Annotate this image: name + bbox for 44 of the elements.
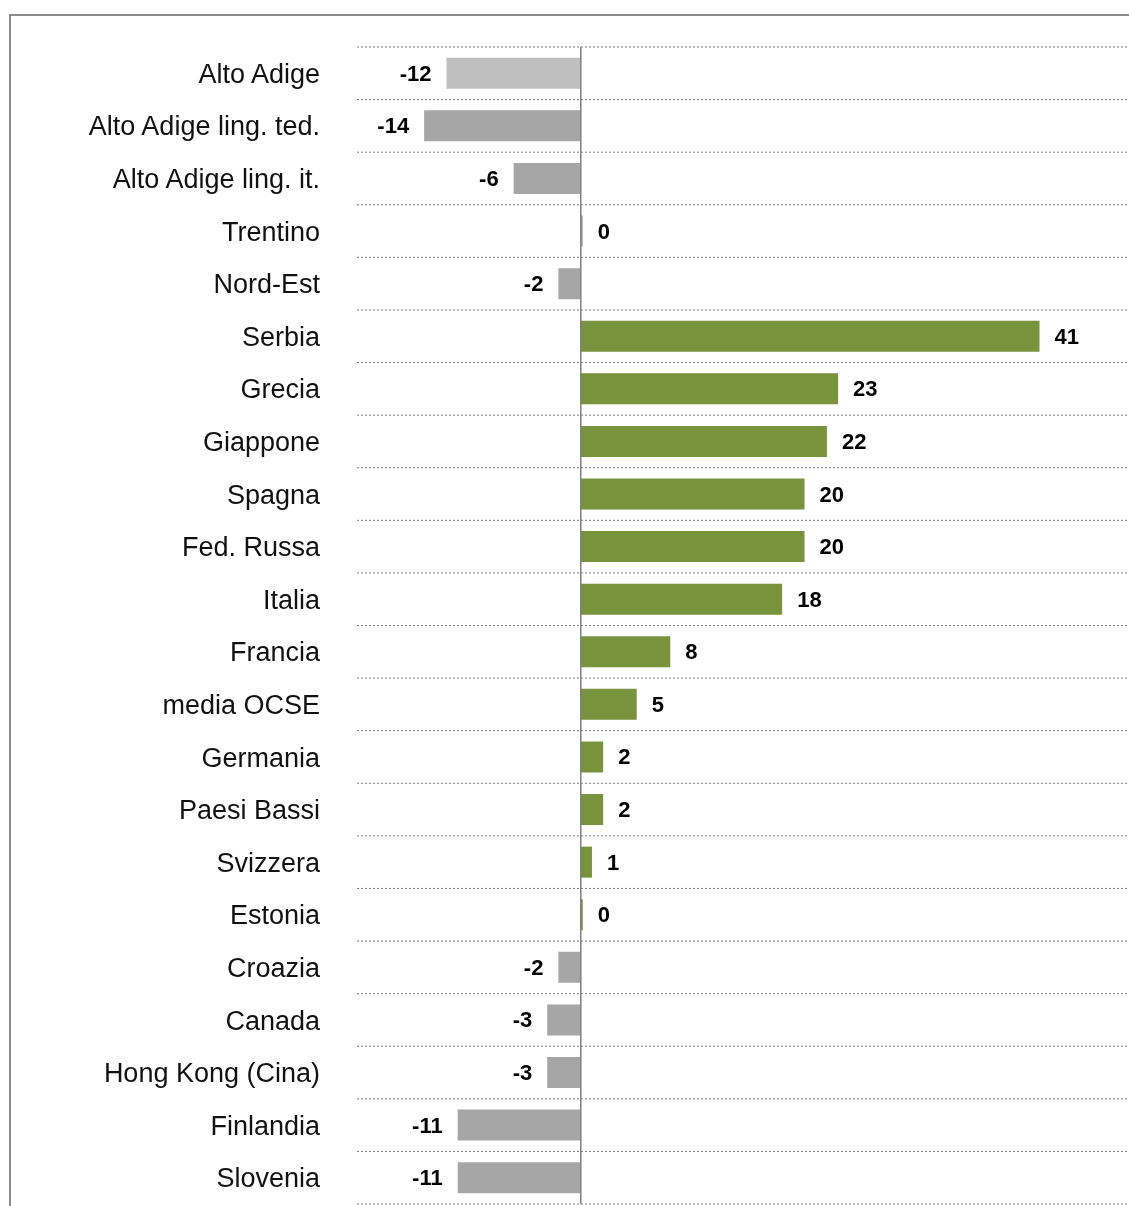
y-tick-label: Croazia (226, 952, 321, 983)
data-label: -3 (512, 1007, 533, 1033)
data-label: -2 (523, 271, 544, 297)
y-tick-label: Paesi Bassi (178, 795, 320, 826)
y-tick-label: Francia (229, 637, 321, 668)
data-label: 5 (651, 691, 664, 717)
y-tick-label: Serbia (241, 321, 321, 352)
data-label: -12 (399, 60, 432, 86)
data-label: 22 (841, 428, 867, 454)
y-tick-label: Italia (262, 584, 321, 615)
y-tick-label: Canada (225, 1005, 321, 1036)
data-label: -6 (479, 165, 499, 191)
y-tick-label: Estonia (229, 900, 321, 931)
y-tick-label: Alto Adige (198, 58, 320, 89)
data-label: -11 (412, 1165, 443, 1191)
y-tick-label: Alto Adige ling. ted. (88, 111, 320, 142)
data-label: -14 (377, 113, 410, 139)
data-label: 8 (685, 639, 698, 665)
data-label: -2 (523, 954, 544, 980)
y-tick-label: Spagna (226, 479, 321, 510)
data-label: 1 (606, 849, 620, 875)
data-label: 0 (597, 218, 611, 244)
data-label: -11 (412, 1112, 443, 1138)
y-tick-label: Alto Adige ling. it. (112, 164, 320, 195)
y-tick-label: Germania (201, 742, 321, 773)
data-label: 0 (597, 902, 611, 928)
y-tick-label: Fed. Russa (181, 532, 321, 563)
y-tick-label: Grecia (240, 374, 321, 405)
data-label: 2 (618, 744, 631, 770)
data-label: 41 (1054, 323, 1079, 349)
y-tick-label: Finlandia (210, 1110, 321, 1141)
y-tick-label: Nord-Est (213, 269, 321, 300)
y-tick-label: Svizzera (216, 847, 321, 878)
y-tick-label: media OCSE (162, 689, 320, 720)
data-label: 18 (797, 586, 822, 612)
y-tick-label: Trentino (221, 216, 320, 247)
data-label: 23 (853, 376, 878, 402)
data-label: 2 (618, 797, 631, 823)
y-tick-label: Slovenia (216, 1163, 321, 1194)
data-label: 20 (819, 534, 845, 560)
y-tick-label: Giappone (202, 427, 320, 458)
data-label: 20 (819, 481, 845, 507)
data-label: -3 (512, 1060, 533, 1086)
y-tick-label: Hong Kong (Cina) (103, 1058, 320, 1089)
